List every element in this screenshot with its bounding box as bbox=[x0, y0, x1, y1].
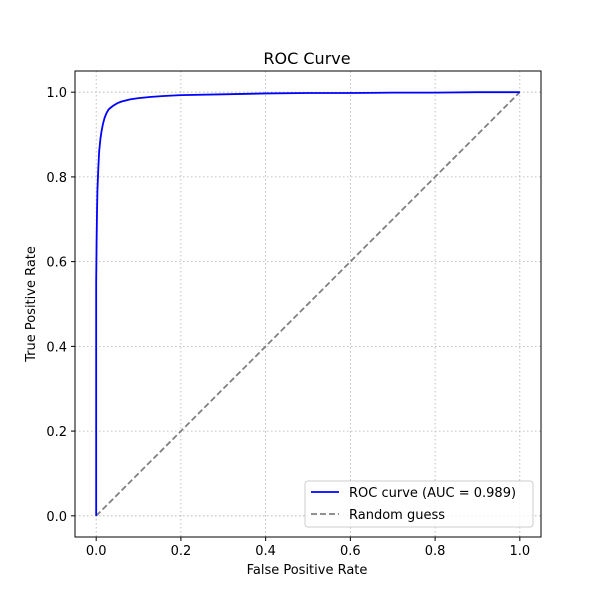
x-tick-label: 0.8 bbox=[425, 544, 446, 559]
y-tick-label: 0.6 bbox=[46, 256, 67, 271]
chart-title: ROC Curve bbox=[263, 49, 350, 68]
legend-roc-label: ROC curve (AUC = 0.989) bbox=[349, 486, 516, 501]
y-axis-label: True Positive Rate bbox=[24, 246, 39, 363]
legend: ROC curve (AUC = 0.989) Random guess bbox=[304, 480, 534, 528]
x-tick-label: 0.4 bbox=[255, 544, 276, 559]
x-tick-label: 0.2 bbox=[171, 544, 192, 559]
series-layer bbox=[95, 91, 521, 517]
x-tick-label: 0.6 bbox=[340, 544, 361, 559]
legend-box bbox=[304, 480, 534, 528]
y-tick-label: 0.2 bbox=[46, 425, 67, 440]
y-tick-label: 1.0 bbox=[46, 86, 67, 101]
x-tick-label: 1.0 bbox=[509, 544, 530, 559]
y-tick-label: 0.0 bbox=[46, 510, 67, 525]
y-tick-label: 0.4 bbox=[46, 340, 67, 355]
random-guess-line bbox=[95, 91, 521, 517]
x-tick-label: 0.0 bbox=[86, 544, 107, 559]
legend-random-label: Random guess bbox=[349, 508, 445, 523]
ticks: 0.0 0.2 0.4 0.6 0.8 1.0 0.0 0.2 0.4 0.6 0.8 1.0 bbox=[46, 86, 530, 559]
y-tick-label: 0.8 bbox=[46, 171, 67, 186]
x-axis-label: False Positive Rate bbox=[247, 563, 368, 578]
plot-frame bbox=[74, 70, 542, 538]
roc-curve-line bbox=[95, 91, 520, 516]
